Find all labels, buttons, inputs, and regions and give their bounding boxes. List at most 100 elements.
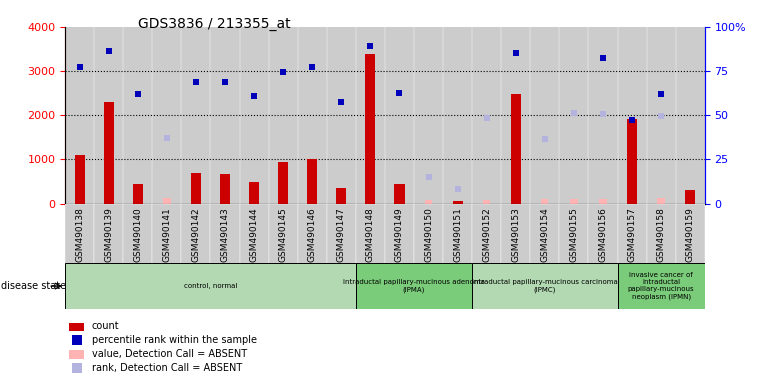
Text: GSM490142: GSM490142 [192,208,201,262]
Text: intraductal papillary-mucinous carcinoma
(IPMC): intraductal papillary-mucinous carcinoma… [472,279,617,293]
Text: intraductal papillary-mucinous adenoma
(IPMA): intraductal papillary-mucinous adenoma (… [343,279,485,293]
Text: GDS3836 / 213355_at: GDS3836 / 213355_at [138,17,290,31]
Text: GSM490155: GSM490155 [569,208,578,262]
Bar [472,263,617,309]
Bar [627,119,637,204]
Bar [240,204,269,284]
Bar [685,190,696,204]
Bar [617,263,705,309]
Bar [472,27,501,204]
Text: GSM490138: GSM490138 [75,208,84,262]
Bar [307,159,317,204]
Bar [530,204,559,284]
Bar [240,27,269,204]
Bar [191,174,201,204]
Bar [298,27,327,204]
Bar [647,27,676,204]
Text: GSM490140: GSM490140 [133,208,142,262]
Bar [94,27,123,204]
Text: disease state: disease state [1,281,66,291]
Bar [65,27,94,204]
Text: GSM490149: GSM490149 [395,208,404,262]
Bar [182,204,211,284]
Bar [511,94,521,204]
Text: GSM490151: GSM490151 [453,208,462,262]
Bar [483,200,490,204]
Bar [356,27,385,204]
Text: GSM490157: GSM490157 [627,208,637,262]
Bar [94,204,123,284]
Text: invasive cancer of
intraductal
papillary-mucinous
neoplasm (IPMN): invasive cancer of intraductal papillary… [628,272,695,300]
Bar [356,204,385,284]
Text: GSM490147: GSM490147 [337,208,345,262]
Text: GSM490154: GSM490154 [540,208,549,262]
Text: GSM490146: GSM490146 [308,208,316,262]
Bar [269,27,298,204]
Bar [356,263,472,309]
Bar [453,201,463,204]
Bar [501,27,530,204]
Bar [65,263,356,309]
Bar [617,27,647,204]
Text: percentile rank within the sample: percentile rank within the sample [92,335,257,345]
Text: GSM490153: GSM490153 [511,208,520,262]
Bar [570,199,578,204]
Bar [588,204,617,284]
Bar [69,350,84,359]
Text: GSM490144: GSM490144 [250,208,259,262]
Text: GSM490145: GSM490145 [279,208,288,262]
Text: GSM490158: GSM490158 [656,208,666,262]
Text: count: count [92,321,119,331]
Bar [123,204,152,284]
Bar [542,199,548,204]
Bar [530,27,559,204]
Bar [182,27,211,204]
Bar [269,204,298,284]
Text: GSM490141: GSM490141 [162,208,172,262]
Bar [211,27,240,204]
Bar [657,198,665,204]
Bar [327,204,356,284]
Bar [278,162,288,204]
Bar [336,188,346,204]
Text: GSM490139: GSM490139 [104,208,113,262]
Bar [414,204,443,284]
Bar [298,204,327,284]
Bar [133,184,143,204]
Text: GSM490148: GSM490148 [366,208,375,262]
Text: GSM490143: GSM490143 [221,208,230,262]
Bar [647,204,676,284]
Bar [676,27,705,204]
Text: GSM490159: GSM490159 [686,208,695,262]
Bar [676,204,705,284]
Bar [211,204,240,284]
Text: GSM490152: GSM490152 [482,208,491,262]
Text: control, normal: control, normal [184,283,237,289]
Bar [327,27,356,204]
Bar [599,199,607,204]
Bar [152,204,182,284]
Bar [103,102,114,204]
Bar [414,27,443,204]
Bar [152,27,182,204]
Bar [65,204,94,284]
Bar [472,204,501,284]
Bar [559,27,588,204]
Bar [220,174,230,204]
Bar [425,200,432,204]
Bar [69,323,84,331]
Bar [559,204,588,284]
Text: rank, Detection Call = ABSENT: rank, Detection Call = ABSENT [92,363,242,373]
Bar [385,204,414,284]
Bar [123,27,152,204]
Bar [365,54,375,204]
Bar [443,204,472,284]
Bar [385,27,414,204]
Bar [501,204,530,284]
Bar [588,27,617,204]
Bar [163,198,171,204]
Bar [443,27,472,204]
Bar [394,184,404,204]
Bar [74,155,85,204]
Text: value, Detection Call = ABSENT: value, Detection Call = ABSENT [92,349,247,359]
